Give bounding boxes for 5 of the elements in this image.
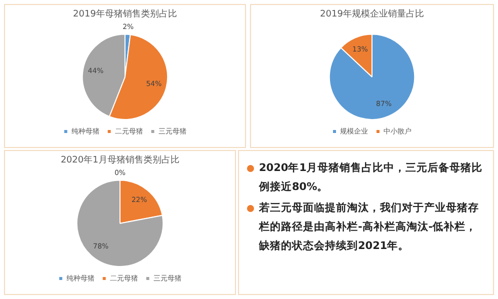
text: 2020年1月母猪销售占比中，三元后备母猪比例接近80%。: [259, 162, 483, 193]
chart-title: 2020年1月母猪销售类别占比: [60, 154, 180, 166]
chart-title: 2019年规模企业销量占比: [320, 8, 424, 20]
text: 若三元母面临提前淘汰，我们对于产业母猪存栏的路径是由高补栏-高补栏高淘汰-低补栏，缺猪的状态会持续到2021年。: [259, 202, 479, 252]
chart-title: 2019年母猪销售类别占比: [73, 8, 177, 20]
